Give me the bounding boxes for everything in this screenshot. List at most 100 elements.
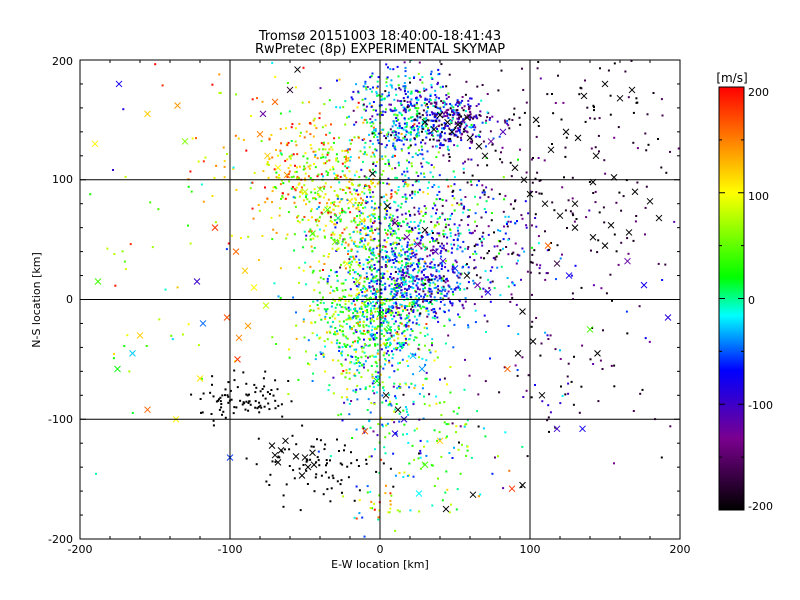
- scatter-dot: [380, 196, 383, 199]
- scatter-dot: [394, 113, 397, 116]
- scatter-dot: [352, 204, 355, 207]
- scatter-dot: [389, 332, 392, 335]
- scatter-dot: [394, 311, 397, 314]
- scatter-dot: [326, 151, 329, 154]
- scatter-dot: [567, 362, 570, 365]
- scatter-dot: [430, 70, 433, 73]
- scatter-dot: [394, 320, 397, 323]
- scatter-dot: [362, 212, 365, 215]
- scatter-dot: [409, 258, 412, 260]
- scatter-dot: [644, 132, 647, 135]
- scatter-dot: [349, 288, 352, 291]
- scatter-dot: [429, 295, 432, 298]
- scatter-dot: [493, 287, 496, 290]
- scatter-dot: [479, 276, 482, 279]
- scatter-dot: [405, 383, 408, 386]
- scatter-dot: [445, 436, 448, 439]
- scatter-dot: [426, 132, 429, 135]
- scatter-dot: [362, 311, 364, 313]
- scatter-dot: [609, 94, 612, 97]
- scatter-dot: [468, 110, 471, 113]
- scatter-dot: [190, 190, 193, 193]
- scatter-dot: [292, 196, 295, 199]
- scatter-dot: [408, 386, 411, 389]
- scatter-dot: [444, 125, 447, 128]
- scatter-dot: [426, 327, 428, 330]
- scatter-dot: [439, 132, 442, 135]
- scatter-dot: [381, 93, 384, 96]
- scatter-dot: [404, 126, 407, 129]
- scatter-dot: [291, 434, 294, 437]
- scatter-dot: [397, 267, 400, 270]
- scatter-dot: [575, 218, 578, 220]
- scatter-dot: [474, 250, 477, 253]
- scatter-dot: [413, 243, 416, 245]
- scatter-dot: [548, 430, 550, 433]
- scatter-dot: [440, 455, 443, 458]
- scatter-dot: [419, 231, 422, 234]
- scatter-dot: [350, 302, 353, 305]
- scatter-dot: [481, 121, 484, 124]
- scatter-dot: [430, 309, 433, 312]
- scatter-dot: [410, 247, 413, 250]
- scatter-dot: [447, 116, 450, 119]
- scatter-dot: [398, 252, 401, 255]
- scatter-dot: [253, 383, 256, 386]
- scatter-dot: [307, 165, 310, 168]
- scatter-dot: [357, 285, 360, 288]
- scatter-dot: [357, 208, 360, 211]
- scatter-dot: [395, 241, 398, 244]
- scatter-dot: [281, 192, 284, 195]
- scatter-dot: [247, 402, 250, 404]
- scatter-dot: [375, 207, 378, 210]
- scatter-dot: [363, 108, 366, 111]
- scatter-dot: [490, 212, 493, 214]
- scatter-dot: [336, 289, 339, 292]
- scatter-dot: [444, 139, 447, 142]
- scatter-dot: [326, 153, 329, 156]
- scatter-dot: [377, 352, 379, 355]
- scatter-dot: [235, 188, 238, 191]
- scatter-dot: [406, 244, 409, 247]
- scatter-dot: [440, 414, 443, 417]
- scatter-dot: [454, 103, 457, 106]
- scatter-dot: [363, 138, 366, 141]
- scatter-dot: [375, 149, 378, 152]
- scatter-dot: [451, 247, 454, 250]
- scatter-dot: [380, 111, 383, 114]
- scatter-dot: [376, 317, 379, 320]
- scatter-dot: [348, 258, 351, 261]
- scatter-dot: [394, 529, 397, 532]
- scatter-dot: [358, 262, 361, 265]
- scatter-dot: [424, 287, 426, 289]
- scatter-dot: [303, 230, 306, 233]
- scatter-dot: [324, 471, 327, 474]
- scatter-dot: [358, 489, 361, 492]
- scatter-dot: [485, 330, 487, 333]
- scatter-dot: [389, 344, 391, 347]
- scatter-dot: [439, 300, 442, 303]
- scatter-dot: [353, 242, 356, 245]
- scatter-dot: [488, 250, 490, 252]
- scatter-dot: [456, 135, 459, 138]
- scatter-x-marker: [394, 406, 402, 414]
- scatter-dot: [387, 177, 390, 180]
- scatter-dot: [278, 214, 281, 217]
- scatter-dot: [428, 393, 431, 396]
- scatter-dot: [358, 338, 361, 341]
- scatter-dot: [422, 284, 425, 287]
- scatter-dot: [263, 385, 266, 388]
- scatter-dot: [613, 385, 616, 388]
- scatter-dot: [501, 161, 504, 164]
- scatter-dot: [464, 247, 467, 250]
- scatter-dot: [392, 222, 395, 225]
- scatter-x-marker: [286, 86, 294, 94]
- scatter-dot: [406, 328, 409, 331]
- scatter-dot: [424, 97, 427, 100]
- scatter-dot: [386, 338, 389, 341]
- scatter-dot: [368, 420, 371, 423]
- scatter-dot: [395, 260, 398, 263]
- scatter-dot: [440, 131, 443, 134]
- scatter-dot: [323, 235, 326, 238]
- scatter-dot: [197, 344, 200, 347]
